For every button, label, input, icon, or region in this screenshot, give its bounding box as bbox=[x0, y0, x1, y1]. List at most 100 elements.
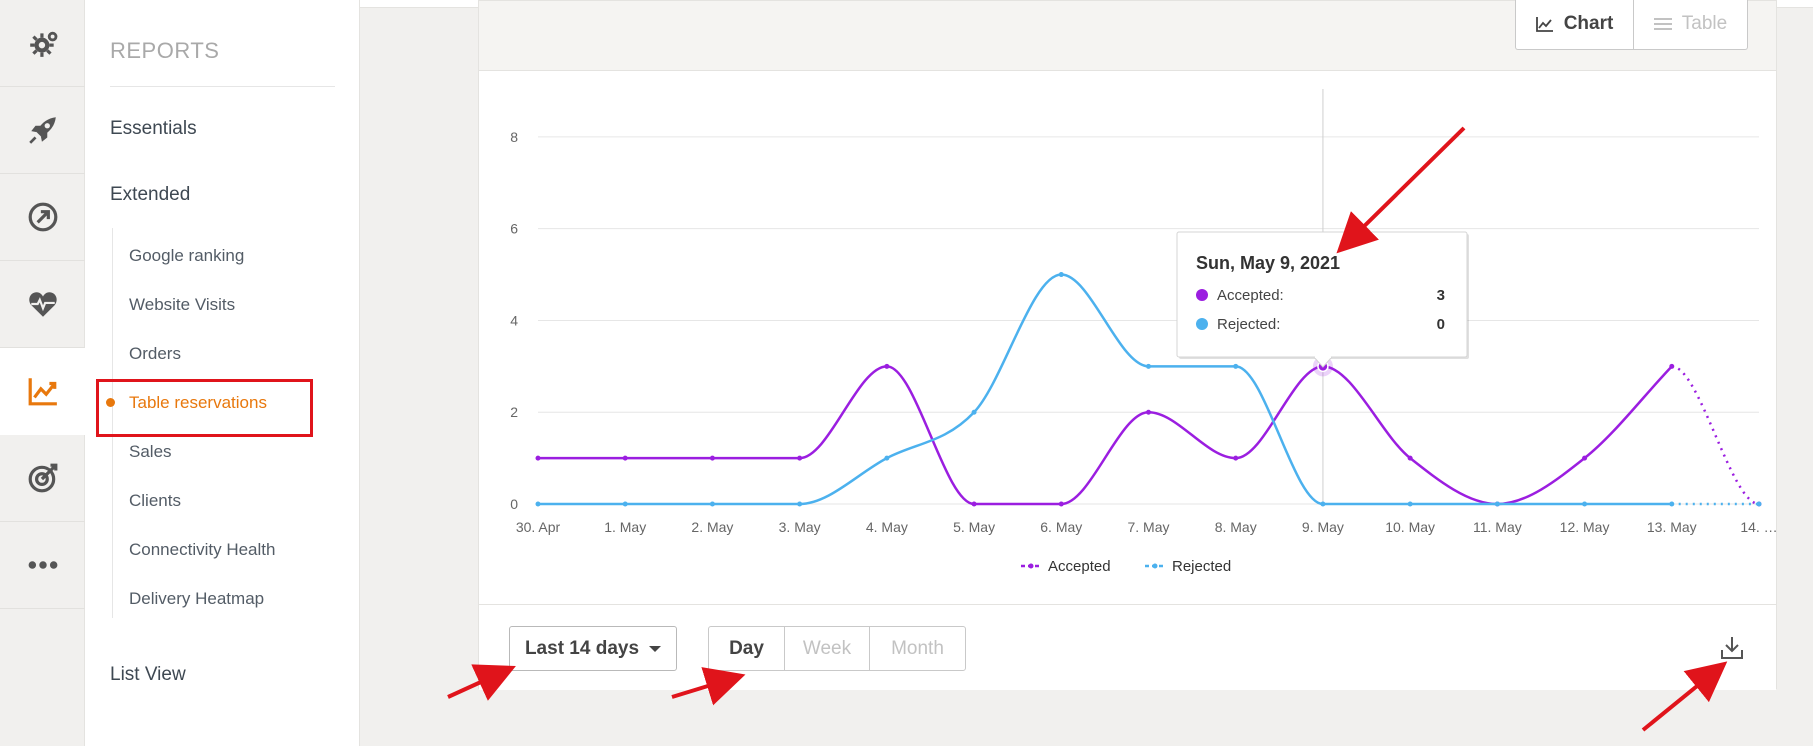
data-point[interactable] bbox=[709, 501, 715, 507]
data-point[interactable] bbox=[1320, 501, 1326, 507]
x-tick-label: 14. … bbox=[1740, 519, 1777, 535]
annotation-highlight-box bbox=[96, 379, 313, 437]
tooltip-label-accepted: Accepted: bbox=[1217, 287, 1284, 304]
data-point[interactable] bbox=[1146, 409, 1151, 415]
list-lines-icon bbox=[1653, 18, 1672, 30]
report-card: Chart Table 0 2 4 6 8 30. Apr 1. May 2. May 3. … bbox=[478, 0, 1778, 690]
data-point[interactable] bbox=[797, 501, 803, 507]
menu-item-table-reservations[interactable]: Table reservations bbox=[129, 393, 267, 412]
x-tick-label: 10. May bbox=[1385, 519, 1435, 535]
arrow-circle-icon bbox=[28, 202, 57, 232]
x-tick-label: 8. May bbox=[1215, 519, 1257, 535]
x-tick-label: 4. May bbox=[866, 519, 908, 535]
heart-pulse-icon bbox=[28, 292, 57, 317]
x-tick-label: 1. May bbox=[604, 519, 646, 535]
data-point[interactable] bbox=[709, 455, 715, 461]
menu-item-website-visits[interactable]: Website Visits bbox=[129, 295, 236, 314]
chart-view-button[interactable]: Chart bbox=[1516, 0, 1633, 49]
x-tick-label: 3. May bbox=[779, 519, 821, 535]
card-header: Chart Table bbox=[479, 0, 1776, 71]
download-icon[interactable] bbox=[1717, 633, 1747, 663]
card-footer: Last 14 days Day Week Month bbox=[479, 604, 1776, 690]
data-point[interactable] bbox=[1407, 455, 1413, 461]
series-line-rejected bbox=[537, 273, 1672, 506]
table-view-button[interactable]: Table bbox=[1633, 0, 1747, 49]
more-dots-icon bbox=[28, 561, 57, 569]
x-tick-label: 5. May bbox=[953, 519, 995, 535]
active-item-dot bbox=[106, 398, 115, 407]
tooltip-label-rejected: Rejected: bbox=[1217, 316, 1280, 333]
data-point[interactable] bbox=[622, 501, 628, 507]
view-toggle: Chart Table bbox=[1515, 0, 1748, 50]
menu-item-delivery-heatmap[interactable]: Delivery Heatmap bbox=[129, 589, 265, 608]
data-point[interactable] bbox=[797, 455, 803, 461]
line-chart-icon bbox=[1535, 17, 1553, 32]
granularity-toggle: Day Week Month bbox=[708, 626, 966, 671]
data-point[interactable] bbox=[1582, 455, 1588, 461]
menu-item-google-ranking[interactable]: Google ranking bbox=[129, 246, 245, 265]
legend-label: Rejected bbox=[1172, 558, 1231, 575]
rail-item-target[interactable] bbox=[0, 435, 85, 522]
data-point[interactable] bbox=[1233, 455, 1239, 461]
data-point[interactable] bbox=[884, 455, 890, 461]
menu-title: REPORTS bbox=[110, 38, 220, 63]
chart-view-label: Chart bbox=[1563, 13, 1614, 34]
settings-gears-icon bbox=[29, 31, 57, 57]
tooltip-date: Sun, May 9, 2021 bbox=[1196, 253, 1340, 273]
line-chart: 0 2 4 6 8 30. Apr 1. May 2. May 3. May 4. May 5. … bbox=[479, 71, 1778, 604]
data-point[interactable] bbox=[1146, 363, 1151, 369]
y-tick-label: 6 bbox=[510, 221, 518, 237]
date-range-dropdown[interactable]: Last 14 days bbox=[509, 626, 677, 671]
menu-item-clients[interactable]: Clients bbox=[129, 491, 181, 510]
x-tick-label: 2. May bbox=[691, 519, 733, 535]
rail-item-reports-chart[interactable] bbox=[0, 348, 85, 435]
reports-chart-icon bbox=[28, 378, 57, 406]
y-tick-label: 8 bbox=[510, 129, 518, 145]
rail-item-settings-gears[interactable] bbox=[0, 0, 85, 87]
tooltip-marker-accepted bbox=[1196, 289, 1208, 301]
tooltip-value-accepted: 3 bbox=[1437, 287, 1445, 304]
week-button[interactable]: Week bbox=[784, 627, 869, 670]
legend-item-accepted[interactable]: Accepted bbox=[1021, 558, 1111, 575]
day-button[interactable]: Day bbox=[729, 637, 764, 659]
data-point[interactable] bbox=[1494, 501, 1500, 507]
data-point[interactable] bbox=[535, 501, 541, 507]
menu-item-extended[interactable]: Extended bbox=[110, 184, 191, 205]
rocket-icon bbox=[28, 117, 56, 144]
menu-item-orders[interactable]: Orders bbox=[129, 344, 181, 363]
data-point[interactable] bbox=[535, 455, 541, 461]
legend-item-rejected[interactable]: Rejected bbox=[1145, 558, 1231, 575]
rail-item-heart-pulse[interactable] bbox=[0, 261, 85, 348]
data-point[interactable] bbox=[1407, 501, 1413, 507]
tooltip-pointer bbox=[1313, 356, 1333, 368]
icon-rail bbox=[0, 0, 85, 746]
x-tick-label: 12. May bbox=[1560, 519, 1610, 535]
menu-item-sales[interactable]: Sales bbox=[129, 442, 172, 461]
data-point[interactable] bbox=[1233, 363, 1239, 369]
data-point[interactable] bbox=[1058, 272, 1064, 278]
y-tick-label: 2 bbox=[510, 404, 518, 420]
x-tick-label: 9. May bbox=[1302, 519, 1344, 535]
menu-item-connectivity-health[interactable]: Connectivity Health bbox=[129, 540, 276, 559]
caret-down-icon bbox=[649, 645, 662, 652]
x-tick-label: 7. May bbox=[1127, 519, 1169, 535]
rail-item-rocket[interactable] bbox=[0, 87, 85, 174]
legend-label: Accepted bbox=[1048, 558, 1111, 575]
month-button[interactable]: Month bbox=[869, 627, 965, 670]
data-point[interactable] bbox=[1582, 501, 1588, 507]
data-point[interactable] bbox=[1756, 501, 1762, 507]
data-point[interactable] bbox=[1669, 363, 1675, 369]
menu-divider bbox=[110, 86, 335, 87]
rail-item-arrow-circle[interactable] bbox=[0, 174, 85, 261]
rail-item-more-dots[interactable] bbox=[0, 522, 85, 609]
data-point[interactable] bbox=[884, 363, 890, 369]
tooltip-marker-rejected bbox=[1196, 318, 1208, 330]
data-point[interactable] bbox=[1669, 501, 1675, 507]
series-line-accepted bbox=[538, 365, 1673, 506]
data-point[interactable] bbox=[971, 501, 977, 507]
data-point[interactable] bbox=[971, 409, 977, 415]
menu-item-essentials[interactable]: Essentials bbox=[110, 118, 197, 139]
data-point[interactable] bbox=[1058, 501, 1064, 507]
data-point[interactable] bbox=[622, 455, 628, 461]
menu-item-list-view[interactable]: List View bbox=[110, 664, 186, 685]
